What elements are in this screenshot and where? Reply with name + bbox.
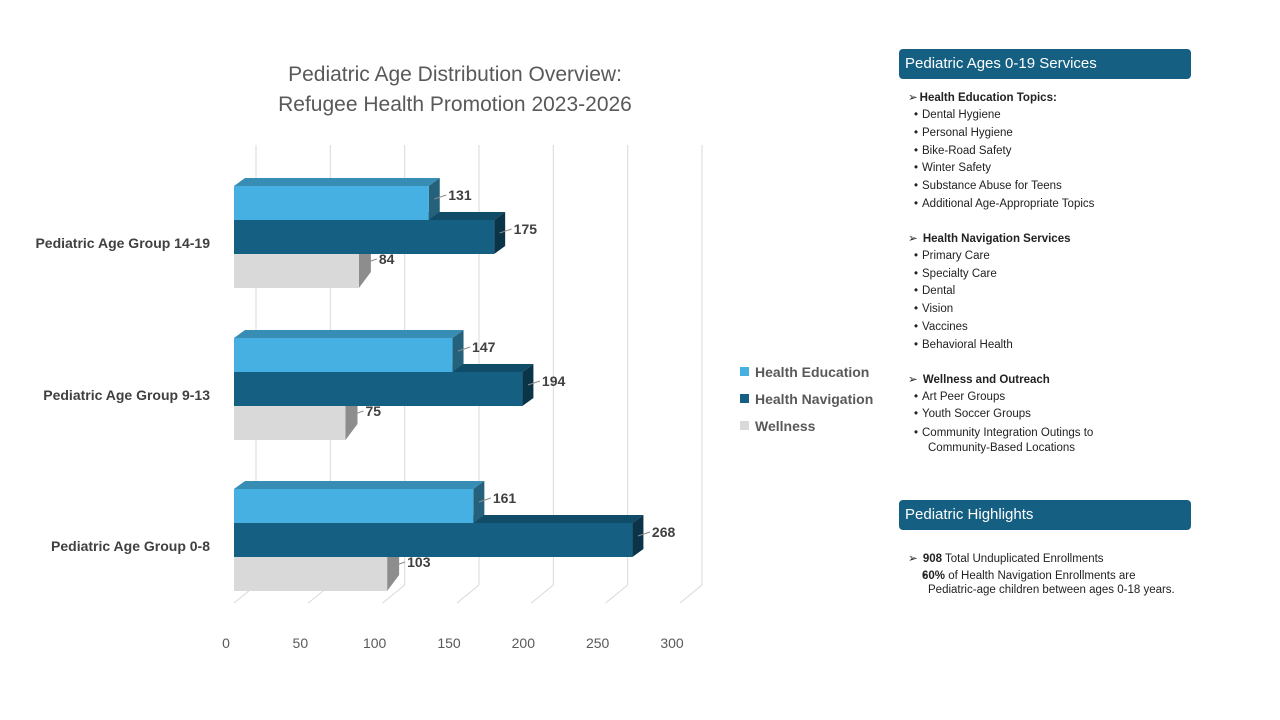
bar xyxy=(234,186,429,220)
arrow-bullet-icon: ➢ xyxy=(908,373,918,386)
list-item: Primary Care xyxy=(908,248,1191,266)
highlight-text: of Health Navigation Enrollments are Ped… xyxy=(928,570,1175,596)
bar xyxy=(234,338,453,372)
list-item: Winter Safety xyxy=(908,160,1191,178)
x-tick-label: 250 xyxy=(586,635,610,651)
gridline-floor xyxy=(382,584,405,604)
data-label: 147 xyxy=(472,339,496,355)
services-panel: Pediatric Ages 0-19 Services ➢ Health Edu… xyxy=(899,49,1191,456)
highlight-text: Total Unduplicated Enrollments xyxy=(942,553,1104,565)
list-item: Vaccines xyxy=(908,319,1191,337)
bar-top xyxy=(234,330,464,338)
bar xyxy=(234,220,495,254)
data-label: 84 xyxy=(379,251,395,267)
bar xyxy=(234,406,346,440)
bar xyxy=(234,489,474,523)
legend-swatch-health-education xyxy=(740,367,749,376)
highlight-value: 60% xyxy=(922,570,946,582)
x-tick-label: 150 xyxy=(437,635,461,651)
list-item: Personal Hygiene xyxy=(908,125,1191,143)
data-label-leader xyxy=(364,258,378,264)
list-item: Dental Hygiene xyxy=(908,107,1191,125)
highlight-navigation-share: 60% of Health Navigation Enrollments are… xyxy=(908,569,1178,597)
data-label: 175 xyxy=(514,221,538,237)
legend-item-health-navigation: Health Navigation xyxy=(740,385,873,412)
data-label-leader xyxy=(527,380,541,386)
list-item: Behavioral Health xyxy=(908,337,1191,355)
highlight-enrollments: ➢ 908 Total Unduplicated Enrollments xyxy=(908,552,1191,566)
services-panel-header: Pediatric Ages 0-19 Services xyxy=(899,49,1191,79)
data-label-leader xyxy=(478,497,492,503)
section-title-health-education: ➢ Health Education Topics: xyxy=(908,89,1191,107)
highlights-panel-header: Pediatric Highlights xyxy=(899,500,1191,530)
x-tick-label: 200 xyxy=(512,635,536,651)
bar xyxy=(234,372,523,406)
bar-top xyxy=(234,481,485,489)
section-title-text: Health Education Topics: xyxy=(919,92,1057,104)
list-item: Vision xyxy=(908,301,1191,319)
data-label: 194 xyxy=(542,373,566,389)
bar xyxy=(234,557,388,591)
data-label: 103 xyxy=(407,554,431,570)
section-title-wellness-outreach: ➢ Wellness and Outreach xyxy=(908,371,1191,389)
gridline-floor xyxy=(531,584,554,604)
gridline-floor xyxy=(456,584,480,604)
health-education-topics-list: Dental Hygiene Personal Hygiene Bike-Roa… xyxy=(908,107,1191,214)
data-label-leader xyxy=(499,228,512,234)
data-label: 131 xyxy=(448,187,472,203)
category-label: Pediatric Age Group 14-19 xyxy=(35,235,210,251)
list-item: Community Integration Outings to Communi… xyxy=(908,424,1158,456)
chart-legend: Health Education Health Navigation Welln… xyxy=(740,358,873,439)
list-item: Additional Age-Appropriate Topics xyxy=(908,196,1191,214)
x-tick-label: 300 xyxy=(660,635,684,651)
bar-chart: 0 50 100 150 200 250 300 Pediatric Age Group 14… xyxy=(35,145,703,651)
data-label: 268 xyxy=(652,524,676,540)
section-title-text: Health Navigation Services xyxy=(922,232,1071,245)
legend-swatch-health-navigation xyxy=(740,394,749,403)
bar xyxy=(234,523,633,557)
gridline-floor xyxy=(605,584,628,604)
list-item: Dental xyxy=(908,283,1191,301)
data-label-leader xyxy=(434,194,447,200)
x-tick-label: 50 xyxy=(293,635,309,651)
section-title-text: Wellness and Outreach xyxy=(922,373,1050,386)
legend-swatch-wellness xyxy=(740,421,749,430)
category-label: Pediatric Age Group 9-13 xyxy=(43,387,210,403)
bar xyxy=(234,254,359,288)
gridline-floor xyxy=(679,584,703,604)
legend-item-wellness: Wellness xyxy=(740,412,873,439)
chart-title-line-2: Refugee Health Promotion 2023-2026 xyxy=(278,93,632,116)
legend-item-health-education: Health Education xyxy=(740,358,873,385)
arrow-bullet-icon: ➢ xyxy=(908,553,918,565)
arrow-bullet-icon: ➢ xyxy=(908,92,918,104)
data-label: 75 xyxy=(366,403,382,419)
x-tick-label: 100 xyxy=(363,635,387,651)
legend-label-wellness: Wellness xyxy=(755,417,816,434)
section-title-health-navigation: ➢ Health Navigation Services xyxy=(908,230,1191,248)
list-item: Bike-Road Safety xyxy=(908,143,1191,161)
data-label-leader xyxy=(457,346,471,352)
data-label-leader xyxy=(392,561,406,567)
highlights-panel: Pediatric Highlights ➢ 908 Total Undupli… xyxy=(899,500,1191,597)
data-label-leader xyxy=(351,410,364,416)
list-item: Youth Soccer Groups xyxy=(908,406,1191,424)
bar-top xyxy=(234,178,440,186)
health-navigation-services-list: Primary Care Specialty Care Dental Visio… xyxy=(908,248,1191,355)
legend-label-health-navigation: Health Navigation xyxy=(755,390,874,407)
x-tick-label: 0 xyxy=(222,635,230,651)
chart-title-line-1: Pediatric Age Distribution Overview: xyxy=(288,63,622,86)
arrow-bullet-icon: ➢ xyxy=(908,232,918,245)
highlight-value: 908 xyxy=(922,553,943,565)
data-label: 161 xyxy=(493,490,517,506)
list-item: Specialty Care xyxy=(908,266,1191,284)
wellness-outreach-list: Art Peer Groups Youth Soccer Groups Comm… xyxy=(908,389,1191,457)
chart-title: Pediatric Age Distribution Overview: Ref… xyxy=(215,60,695,120)
category-label: Pediatric Age Group 0-8 xyxy=(51,538,210,554)
list-item: Substance Abuse for Teens xyxy=(908,178,1191,196)
data-label-leader xyxy=(637,531,651,537)
list-item: Art Peer Groups xyxy=(908,389,1191,407)
legend-label-health-education: Health Education xyxy=(755,363,870,380)
